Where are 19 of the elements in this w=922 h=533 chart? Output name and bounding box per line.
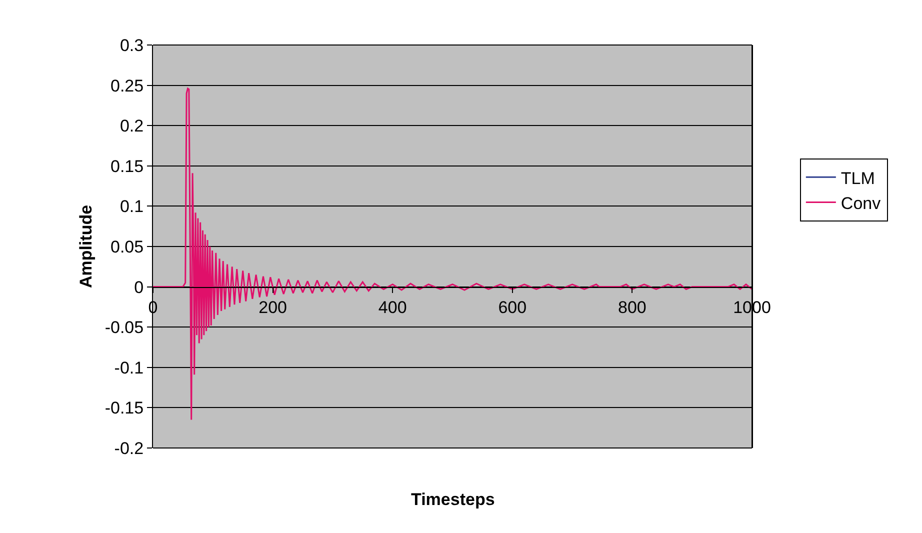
legend-label: TLM [840, 168, 875, 188]
y-axis-title: Amplitude [76, 204, 96, 288]
legend-label: Conv [840, 194, 882, 213]
x-tick-label: 600 [498, 298, 527, 318]
y-tick-label: 0.05 [110, 237, 144, 256]
x-axis-title: Timesteps [411, 490, 495, 509]
y-tick-label: 0.2 [120, 116, 144, 136]
y-tick-label: 0 [134, 278, 144, 297]
y-tick-label: -0.15 [104, 398, 144, 418]
y-tick-label: -0.2 [114, 438, 144, 458]
y-tick-label: 0.25 [110, 76, 144, 96]
x-tick-label: 800 [618, 298, 646, 318]
x-tick-label: 400 [378, 298, 407, 318]
y-tick-label: 0.1 [120, 197, 144, 216]
y-tick-label: 0.3 [120, 36, 144, 55]
y-tick-label: -0.05 [104, 318, 144, 338]
y-tick-label: 0.15 [110, 156, 144, 176]
x-tick-label: 200 [258, 298, 287, 318]
y-tick-label: -0.1 [114, 358, 144, 378]
